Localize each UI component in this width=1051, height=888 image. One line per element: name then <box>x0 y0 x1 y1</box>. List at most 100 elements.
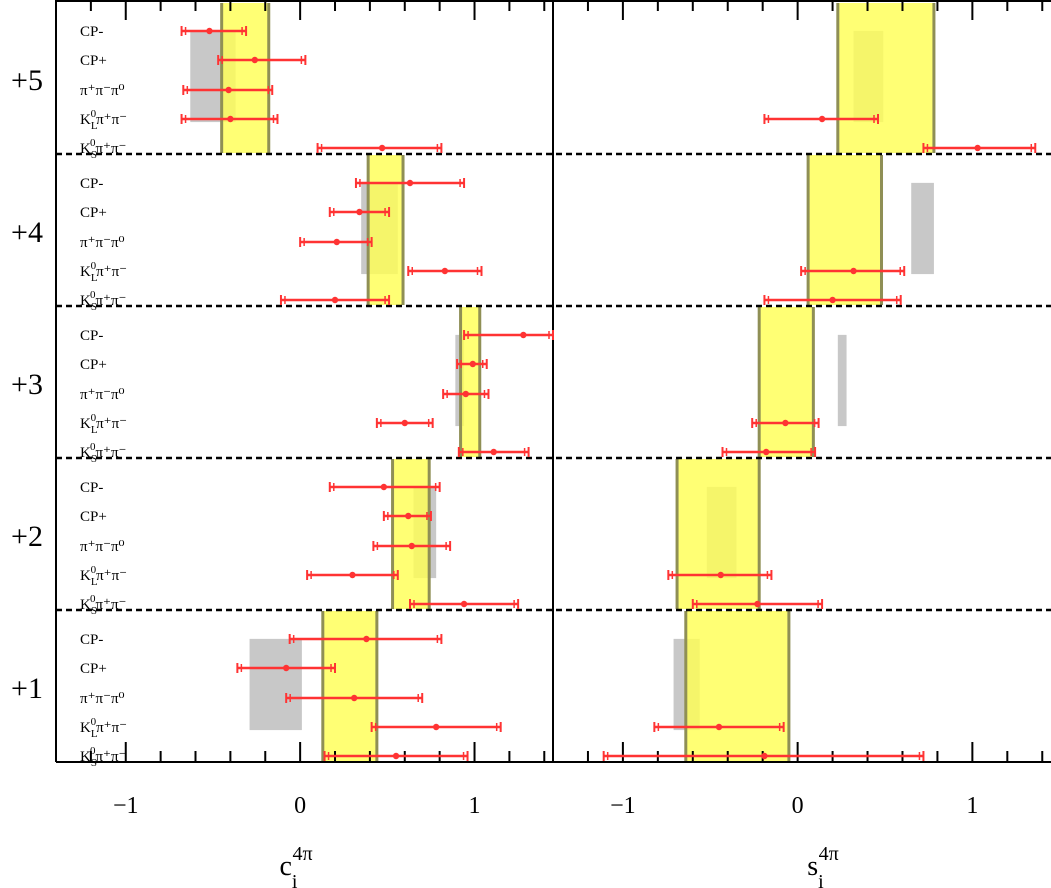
point-c-bin-2-row-0 <box>463 330 554 340</box>
point-marker <box>392 752 400 760</box>
bands-layer <box>190 3 936 761</box>
channel-label-0-2: π⁺π⁻π⁰ <box>80 83 125 99</box>
point-c-bin-4-row-0 <box>288 634 443 644</box>
channel-label-1-1: CP+ <box>80 205 107 221</box>
channel-label-3-4: KS0π⁺π⁻ <box>80 593 126 617</box>
tick-label-c-0: −1 <box>113 793 139 819</box>
channel-label-2-4: KS0π⁺π⁻ <box>80 441 126 465</box>
point-marker <box>363 635 370 643</box>
x-axis-label-left: ci4π <box>279 843 312 888</box>
channel-label-2-3: KL0π⁺π⁻ <box>80 412 127 436</box>
channel-label-1-0: CP- <box>80 176 103 192</box>
gray-box-s-bin-2 <box>837 334 847 427</box>
bin-label-2: +3 <box>11 368 43 401</box>
x-axis-label-right: si4π <box>807 843 839 888</box>
point-marker <box>441 267 449 275</box>
point-marker <box>460 600 468 608</box>
band-s-bin-4 <box>685 611 789 761</box>
point-marker <box>378 144 386 152</box>
point-c-bin-3-row-0 <box>328 482 441 492</box>
point-marker <box>206 27 213 35</box>
point-c-bin-1-row-0 <box>354 178 466 188</box>
channel-label-3-0: CP- <box>80 480 103 496</box>
band-s-bin-3 <box>677 459 760 609</box>
channel-label-4-1: CP+ <box>80 661 107 677</box>
band-c-bin-1 <box>368 155 404 305</box>
band-c-bin-4 <box>322 611 377 761</box>
point-s-bin-2-row-4 <box>721 447 817 457</box>
channel-label-1-2: π⁺π⁻π⁰ <box>80 235 125 251</box>
point-c-bin-0-row-2 <box>182 85 274 95</box>
bin-label-0: +5 <box>11 64 43 97</box>
channel-label-3-2: π⁺π⁻π⁰ <box>80 539 125 555</box>
point-marker <box>331 296 339 304</box>
bin-label-3: +2 <box>11 520 43 553</box>
band-s-bin-2 <box>759 307 814 457</box>
point-marker <box>761 752 768 760</box>
point-marker <box>251 56 258 64</box>
point-s-bin-0-row-4 <box>922 143 1037 153</box>
channel-label-3-1: CP+ <box>80 509 107 525</box>
point-marker <box>462 390 470 398</box>
point-c-bin-2-row-4 <box>457 447 530 457</box>
point-s-bin-3-row-4 <box>691 599 824 609</box>
channel-label-2-2: π⁺π⁻π⁰ <box>80 387 125 403</box>
band-s-bin-1 <box>808 155 882 305</box>
point-c-bin-1-row-3 <box>407 266 483 276</box>
point-marker <box>850 267 857 275</box>
band-s-bin-0 <box>837 3 934 153</box>
point-c-bin-2-row-3 <box>375 418 434 428</box>
channel-label-1-3: KL0π⁺π⁻ <box>80 260 127 284</box>
point-c-bin-2-row-1 <box>456 359 488 369</box>
point-marker <box>401 419 408 427</box>
points-layer <box>180 26 1037 761</box>
channel-label-0-4: KS0π⁺π⁻ <box>80 137 126 161</box>
channel-label-4-3: KL0π⁺π⁻ <box>80 716 127 740</box>
point-marker <box>754 600 761 608</box>
point-c-bin-3-row-2 <box>372 541 452 551</box>
band-c-bin-0 <box>221 3 269 153</box>
point-marker <box>380 483 388 491</box>
point-marker <box>282 664 290 672</box>
bin-label-1: +4 <box>11 216 43 249</box>
point-c-bin-4-row-3 <box>370 722 502 732</box>
point-c-bin-1-row-1 <box>328 207 391 217</box>
channel-label-0-1: CP+ <box>80 53 107 69</box>
point-c-bin-1-row-2 <box>299 237 373 247</box>
point-marker <box>782 419 789 427</box>
point-marker <box>490 448 497 456</box>
channel-label-3-3: KL0π⁺π⁻ <box>80 564 127 588</box>
point-c-bin-3-row-4 <box>409 599 520 609</box>
point-s-bin-4-row-3 <box>653 722 785 732</box>
channel-label-4-0: CP- <box>80 632 103 648</box>
point-c-bin-4-row-1 <box>236 663 337 673</box>
point-marker <box>227 115 234 123</box>
point-c-bin-4-row-2 <box>285 693 424 703</box>
gray-box-s-bin-1 <box>911 182 934 275</box>
point-c-bin-3-row-3 <box>306 570 399 580</box>
tick-label-s-0: −1 <box>610 793 636 819</box>
channel-label-2-0: CP- <box>80 328 103 344</box>
point-c-bin-0-row-1 <box>217 55 307 65</box>
point-s-bin-3-row-3 <box>667 570 773 580</box>
tick-label-c-1: 0 <box>294 793 306 819</box>
labels-layer: −1 0 1 −1 0 1 +5 CP- CP+ π⁺π⁻π⁰ KL0π⁺π⁻ KS0π⁺π⁻ +4 CP… <box>11 24 978 819</box>
tick-label-s-2: 1 <box>966 793 978 819</box>
channel-label-2-1: CP+ <box>80 357 107 373</box>
channel-label-1-4: KS0π⁺π⁻ <box>80 289 126 313</box>
point-marker <box>349 571 356 579</box>
frame-layer <box>55 0 1051 763</box>
point-marker <box>351 694 358 702</box>
point-s-bin-4-row-4 <box>602 751 925 761</box>
point-marker <box>333 238 340 246</box>
point-marker <box>225 86 232 94</box>
point-marker <box>717 571 724 579</box>
point-s-bin-1-row-4 <box>763 295 902 305</box>
point-c-bin-0-row-3 <box>180 114 279 124</box>
channel-label-4-4: KS0π⁺π⁻ <box>80 745 126 769</box>
band-c-bin-2 <box>460 307 480 457</box>
channel-label-0-3: KL0π⁺π⁻ <box>80 108 127 132</box>
point-c-bin-2-row-2 <box>442 389 490 399</box>
point-marker <box>469 360 476 368</box>
